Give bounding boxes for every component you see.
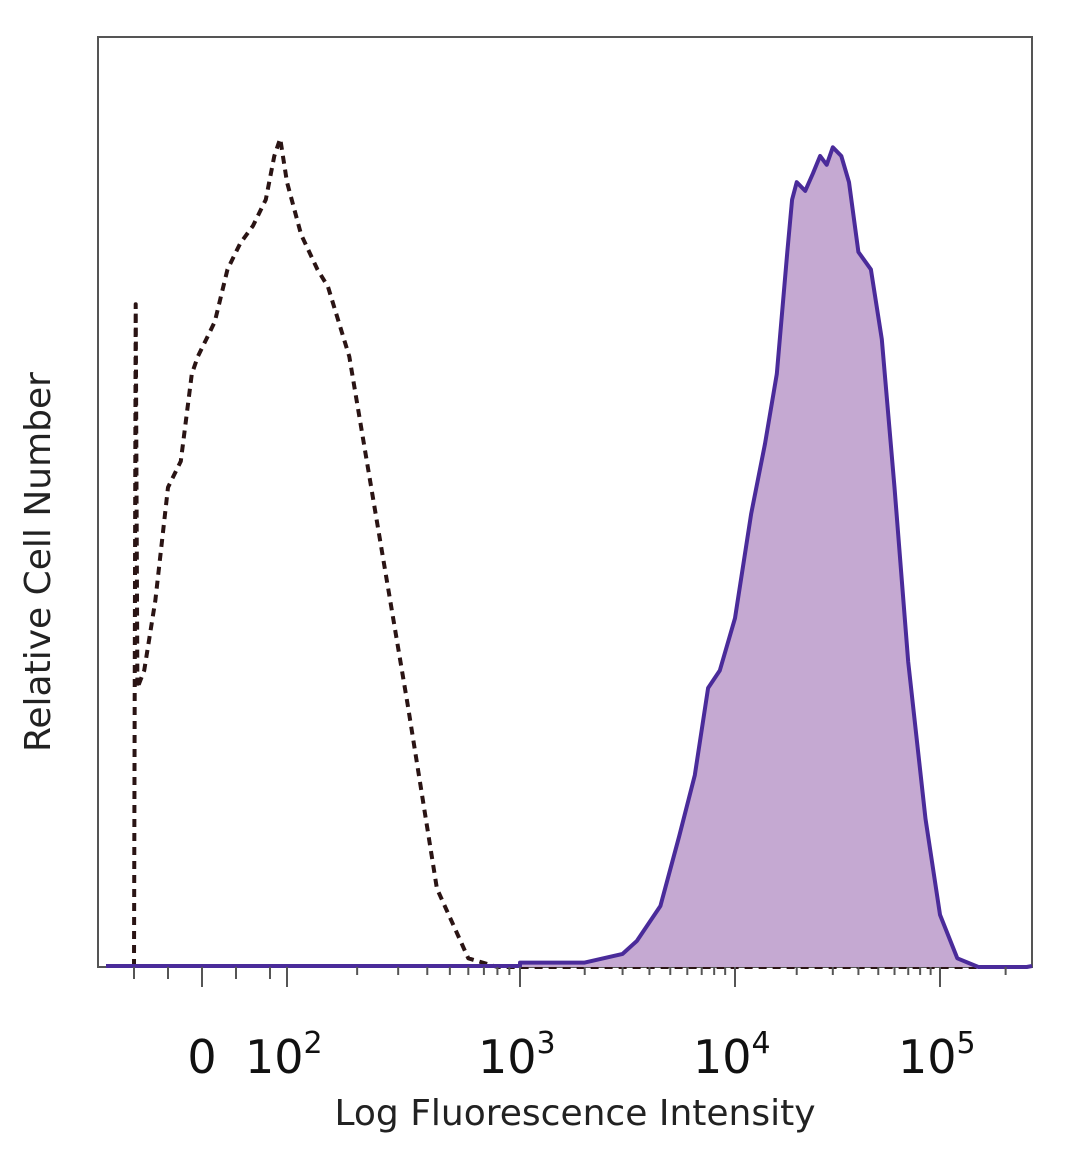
- series-layer: [106, 136, 1033, 969]
- x-axis-ticks: 0 102 103 104 105: [133, 967, 1007, 1084]
- x-tick-label: 103: [478, 1026, 556, 1084]
- stained-histogram-line: [106, 145, 1033, 969]
- y-axis-label: Relative Cell Number: [18, 372, 59, 752]
- x-tick-label: 102: [245, 1026, 323, 1084]
- x-axis-label: Log Fluorescence Intensity: [334, 1093, 815, 1134]
- x-tick-label: 105: [898, 1026, 976, 1084]
- x-tick-label: 104: [693, 1026, 771, 1084]
- x-tick-label: 0: [187, 1030, 216, 1084]
- stained-histogram-fill: [520, 147, 1027, 968]
